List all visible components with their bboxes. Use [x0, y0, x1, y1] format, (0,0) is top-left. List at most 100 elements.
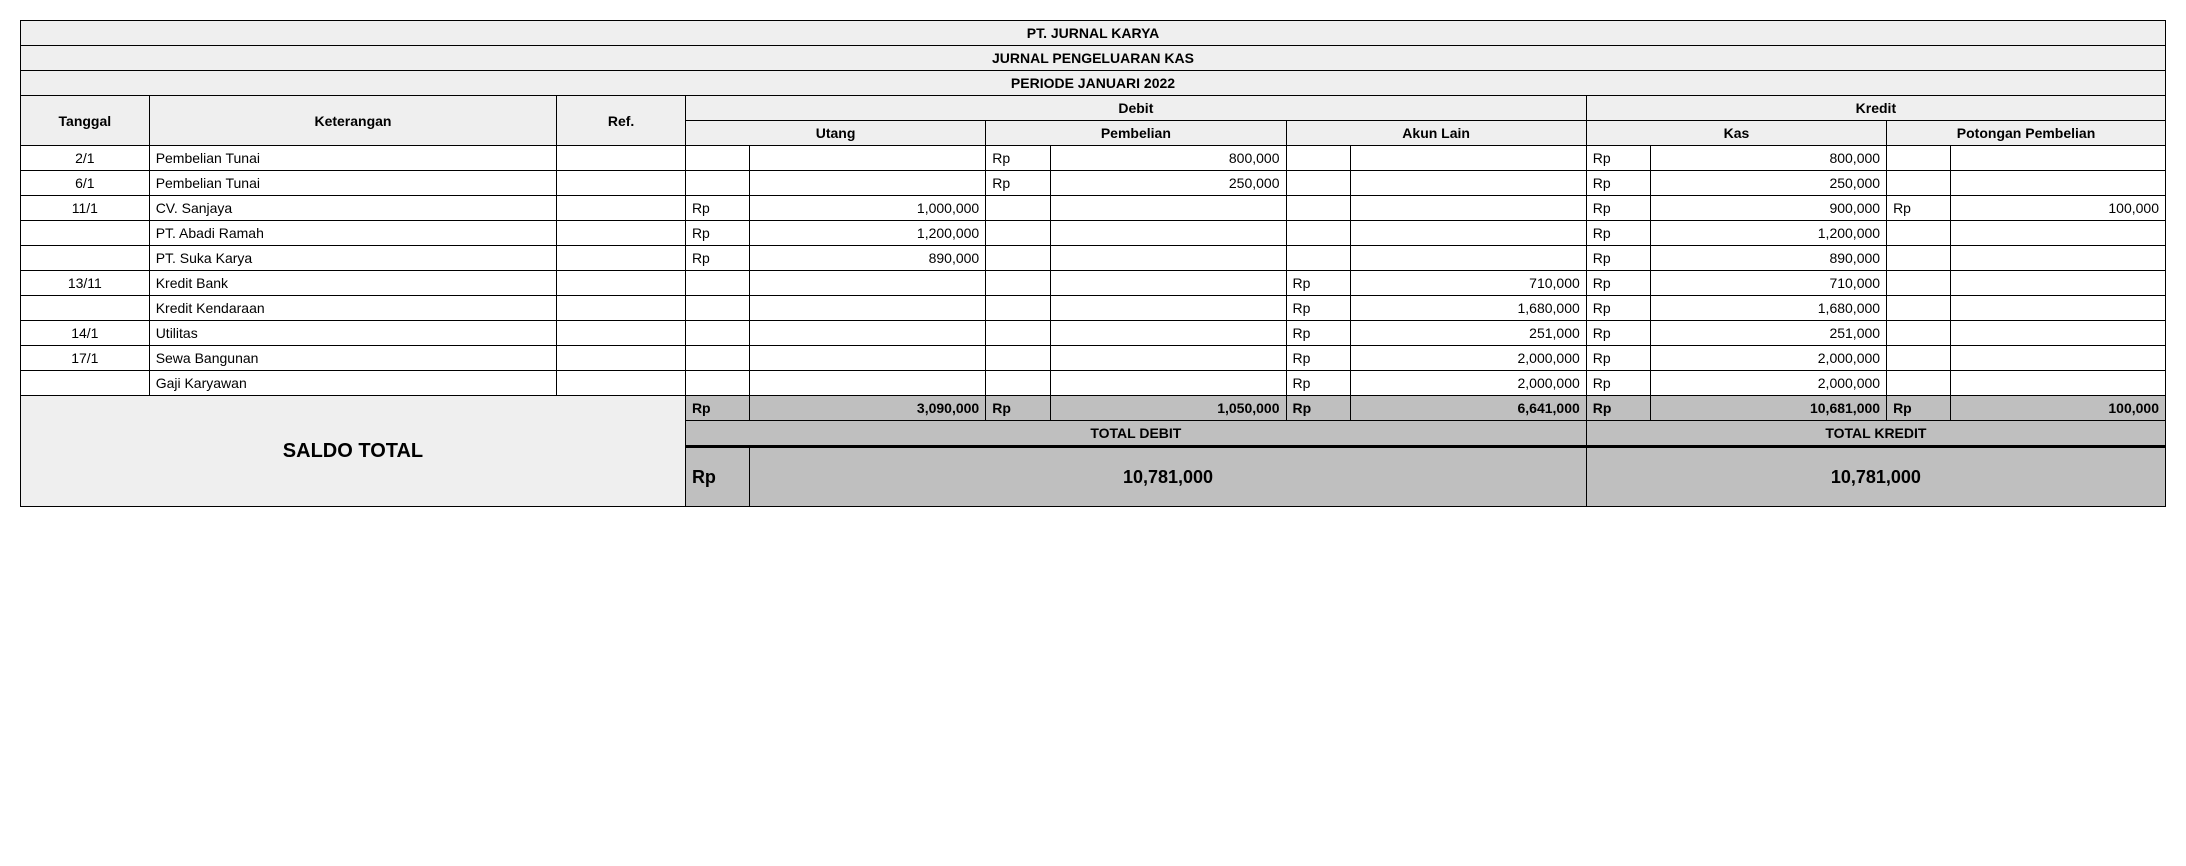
cell-rp: Rp: [1586, 221, 1650, 246]
cell-kas: 2,000,000: [1651, 346, 1887, 371]
cell-utang: [750, 271, 986, 296]
subtotal-utang: 3,090,000: [750, 396, 986, 421]
cell-akun: [1350, 146, 1586, 171]
cell-ref: [557, 196, 686, 221]
cell-pot: [1951, 371, 2166, 396]
cell-pot: [1951, 171, 2166, 196]
cell-pot: [1951, 246, 2166, 271]
col-ref: Ref.: [557, 96, 686, 146]
cell-kas: 800,000: [1651, 146, 1887, 171]
rp-label: Rp: [986, 396, 1050, 421]
cell-tanggal: 2/1: [21, 146, 150, 171]
cell-pembelian: [1050, 371, 1286, 396]
cell-keterangan: Gaji Karyawan: [149, 371, 557, 396]
cell-tanggal: [21, 296, 150, 321]
cell-pembelian: 800,000: [1050, 146, 1286, 171]
rp-label: Rp: [685, 447, 749, 507]
cell-pembelian: [1050, 346, 1286, 371]
cell-utang: [750, 371, 986, 396]
cell-pembelian: [1050, 296, 1286, 321]
cell-rp: [1887, 246, 1951, 271]
cell-ref: [557, 296, 686, 321]
cell-akun: [1350, 171, 1586, 196]
cell-rp: [986, 221, 1050, 246]
cell-pembelian: 250,000: [1050, 171, 1286, 196]
cell-keterangan: Pembelian Tunai: [149, 146, 557, 171]
cell-tanggal: 14/1: [21, 321, 150, 346]
cell-rp: [986, 321, 1050, 346]
total-debit-label: TOTAL DEBIT: [685, 421, 1586, 447]
cell-pembelian: [1050, 221, 1286, 246]
cell-rp: Rp: [1586, 321, 1650, 346]
cell-utang: [750, 146, 986, 171]
cell-pot: [1951, 321, 2166, 346]
col-tanggal: Tanggal: [21, 96, 150, 146]
cell-kas: 900,000: [1651, 196, 1887, 221]
cell-rp: [986, 296, 1050, 321]
cell-rp: [1887, 346, 1951, 371]
cell-kas: 710,000: [1651, 271, 1887, 296]
cell-ref: [557, 371, 686, 396]
cell-rp: [1286, 196, 1350, 221]
cell-keterangan: Pembelian Tunai: [149, 171, 557, 196]
cell-rp: Rp: [986, 146, 1050, 171]
cell-rp: Rp: [1586, 196, 1650, 221]
total-debit-value: 10,781,000: [750, 447, 1587, 507]
col-keterangan: Keterangan: [149, 96, 557, 146]
subtotal-pembelian: 1,050,000: [1050, 396, 1286, 421]
cell-rp: [685, 296, 749, 321]
company-name: PT. JURNAL KARYA: [21, 21, 2166, 46]
cell-pembelian: [1050, 246, 1286, 271]
cell-ref: [557, 321, 686, 346]
cell-rp: Rp: [685, 246, 749, 271]
cell-rp: [1286, 146, 1350, 171]
cell-rp: [685, 146, 749, 171]
cell-utang: 890,000: [750, 246, 986, 271]
cell-rp: Rp: [1286, 371, 1350, 396]
cell-rp: Rp: [1586, 246, 1650, 271]
cell-tanggal: 13/11: [21, 271, 150, 296]
cell-kas: 251,000: [1651, 321, 1887, 346]
cell-kas: 2,000,000: [1651, 371, 1887, 396]
cell-rp: Rp: [1586, 171, 1650, 196]
cell-ref: [557, 171, 686, 196]
cell-rp: Rp: [1887, 196, 1951, 221]
cell-pembelian: [1050, 321, 1286, 346]
col-pembelian: Pembelian: [986, 121, 1286, 146]
cell-rp: [685, 271, 749, 296]
cell-keterangan: CV. Sanjaya: [149, 196, 557, 221]
rp-label: Rp: [1586, 396, 1650, 421]
cell-utang: [750, 321, 986, 346]
cell-rp: [1887, 371, 1951, 396]
subtotal-kas: 10,681,000: [1651, 396, 1887, 421]
col-utang: Utang: [685, 121, 985, 146]
cell-rp: Rp: [1286, 346, 1350, 371]
cell-tanggal: 11/1: [21, 196, 150, 221]
total-kredit-label: TOTAL KREDIT: [1586, 421, 2165, 447]
cell-rp: Rp: [1586, 371, 1650, 396]
cell-akun: 251,000: [1350, 321, 1586, 346]
period: PERIODE JANUARI 2022: [21, 71, 2166, 96]
cell-rp: [685, 321, 749, 346]
cell-akun: 710,000: [1350, 271, 1586, 296]
col-potongan: Potongan Pembelian: [1887, 121, 2166, 146]
cell-rp: Rp: [1286, 321, 1350, 346]
journal-table: PT. JURNAL KARYA JURNAL PENGELUARAN KAS …: [20, 20, 2166, 507]
cell-pot: [1951, 271, 2166, 296]
col-debit: Debit: [685, 96, 1586, 121]
cell-akun: [1350, 196, 1586, 221]
cell-rp: Rp: [1286, 271, 1350, 296]
col-akunlain: Akun Lain: [1286, 121, 1586, 146]
cell-utang: [750, 171, 986, 196]
total-kredit-value: 10,781,000: [1586, 447, 2165, 507]
cell-keterangan: Sewa Bangunan: [149, 346, 557, 371]
col-kas: Kas: [1586, 121, 1886, 146]
cell-tanggal: [21, 221, 150, 246]
cell-rp: [1887, 171, 1951, 196]
cell-pot: [1951, 146, 2166, 171]
cell-tanggal: 6/1: [21, 171, 150, 196]
cell-ref: [557, 346, 686, 371]
cell-keterangan: Kredit Kendaraan: [149, 296, 557, 321]
cell-ref: [557, 246, 686, 271]
cell-pot: [1951, 296, 2166, 321]
